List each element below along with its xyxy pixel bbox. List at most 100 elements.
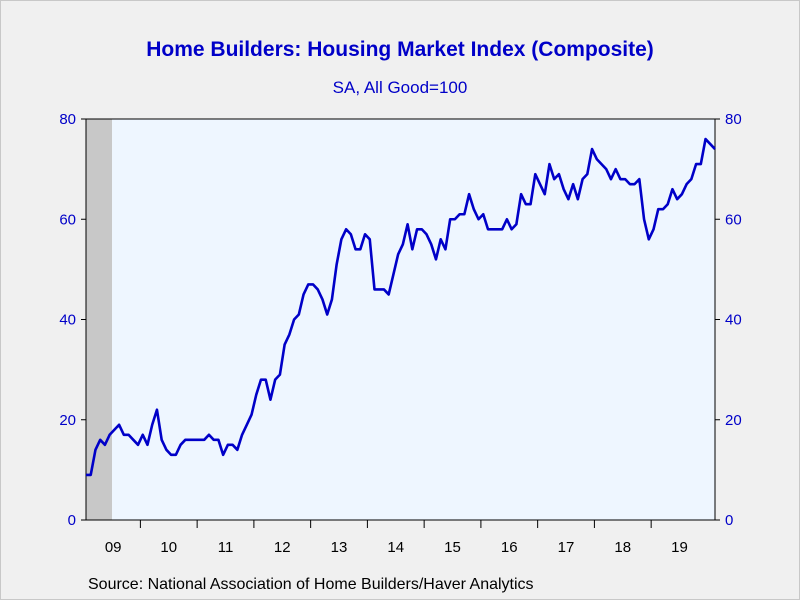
data-point [284, 344, 286, 346]
data-point [671, 188, 673, 190]
data-point [388, 293, 390, 295]
data-point [383, 288, 385, 290]
data-point [312, 283, 314, 285]
data-point [705, 138, 707, 140]
data-point [288, 334, 290, 336]
y-tick-label-right: 60 [725, 211, 742, 228]
data-point [142, 434, 144, 436]
data-point [487, 228, 489, 230]
data-point [714, 148, 716, 150]
data-point [175, 454, 177, 456]
y-tick-label-right: 0 [725, 512, 733, 529]
data-point [662, 208, 664, 210]
data-point [629, 183, 631, 185]
data-point [643, 218, 645, 220]
data-point [109, 434, 111, 436]
data-point [591, 148, 593, 150]
plot-area [86, 119, 715, 520]
y-tick-label-left: 80 [59, 111, 76, 128]
data-point [506, 218, 508, 220]
data-point [501, 228, 503, 230]
data-point [525, 203, 527, 205]
data-point [99, 439, 101, 441]
data-point [123, 434, 125, 436]
source-note: Source: National Association of Home Bui… [88, 576, 534, 593]
x-tick-label: 09 [105, 539, 122, 556]
data-point [605, 168, 607, 170]
data-point [255, 394, 257, 396]
data-point [274, 379, 276, 381]
data-point [667, 203, 669, 205]
data-point [653, 228, 655, 230]
data-point [430, 243, 432, 245]
data-point [601, 163, 603, 165]
data-point [553, 178, 555, 180]
data-point [213, 439, 215, 441]
data-point [94, 449, 96, 451]
data-point [104, 444, 106, 446]
data-point [567, 198, 569, 200]
y-tick-label-right: 80 [725, 111, 742, 128]
data-point [634, 183, 636, 185]
data-point [85, 474, 87, 476]
data-point [392, 273, 394, 275]
data-point [511, 228, 513, 230]
data-point [161, 439, 163, 441]
data-point [180, 444, 182, 446]
data-point [326, 313, 328, 315]
data-point [563, 188, 565, 190]
data-point [435, 258, 437, 260]
data-point [236, 449, 238, 451]
data-point [165, 449, 167, 451]
y-tick-label-right: 40 [725, 312, 742, 329]
series-line [86, 137, 716, 477]
recession-band [86, 119, 113, 520]
data-point [572, 183, 574, 185]
data-point [586, 173, 588, 175]
data-point [359, 248, 361, 250]
data-point [137, 444, 139, 446]
data-point [539, 183, 541, 185]
x-tick-label: 13 [331, 539, 348, 556]
data-point [279, 374, 281, 376]
data-point [350, 233, 352, 235]
data-point [345, 228, 347, 230]
data-point [695, 163, 697, 165]
data-point [496, 228, 498, 230]
data-point [307, 283, 309, 285]
x-tick-label: 10 [160, 539, 177, 556]
data-point [128, 434, 130, 436]
data-point [364, 233, 366, 235]
data-point [203, 439, 205, 441]
data-point [170, 454, 172, 456]
data-point [397, 253, 399, 255]
data-point [156, 409, 158, 411]
data-point [90, 474, 92, 476]
data-point [411, 248, 413, 250]
data-point [624, 178, 626, 180]
x-tick-label: 18 [614, 539, 631, 556]
data-point [619, 178, 621, 180]
data-point [151, 424, 153, 426]
data-point [596, 158, 598, 160]
data-point [681, 193, 683, 195]
data-point [444, 248, 446, 250]
x-tick-label: 16 [501, 539, 518, 556]
y-tick-label-right: 20 [725, 412, 742, 429]
data-point [369, 238, 371, 240]
data-point [492, 228, 494, 230]
data-point [189, 439, 191, 441]
data-point [194, 439, 196, 441]
data-point [515, 223, 517, 225]
data-point [421, 228, 423, 230]
data-point [615, 168, 617, 170]
data-point [520, 193, 522, 195]
data-point [184, 439, 186, 441]
data-point [709, 143, 711, 145]
data-point [544, 193, 546, 195]
data-point [473, 208, 475, 210]
data-point [321, 298, 323, 300]
data-point [648, 238, 650, 240]
data-point [303, 293, 305, 295]
y-tick-label-left: 40 [59, 312, 76, 329]
